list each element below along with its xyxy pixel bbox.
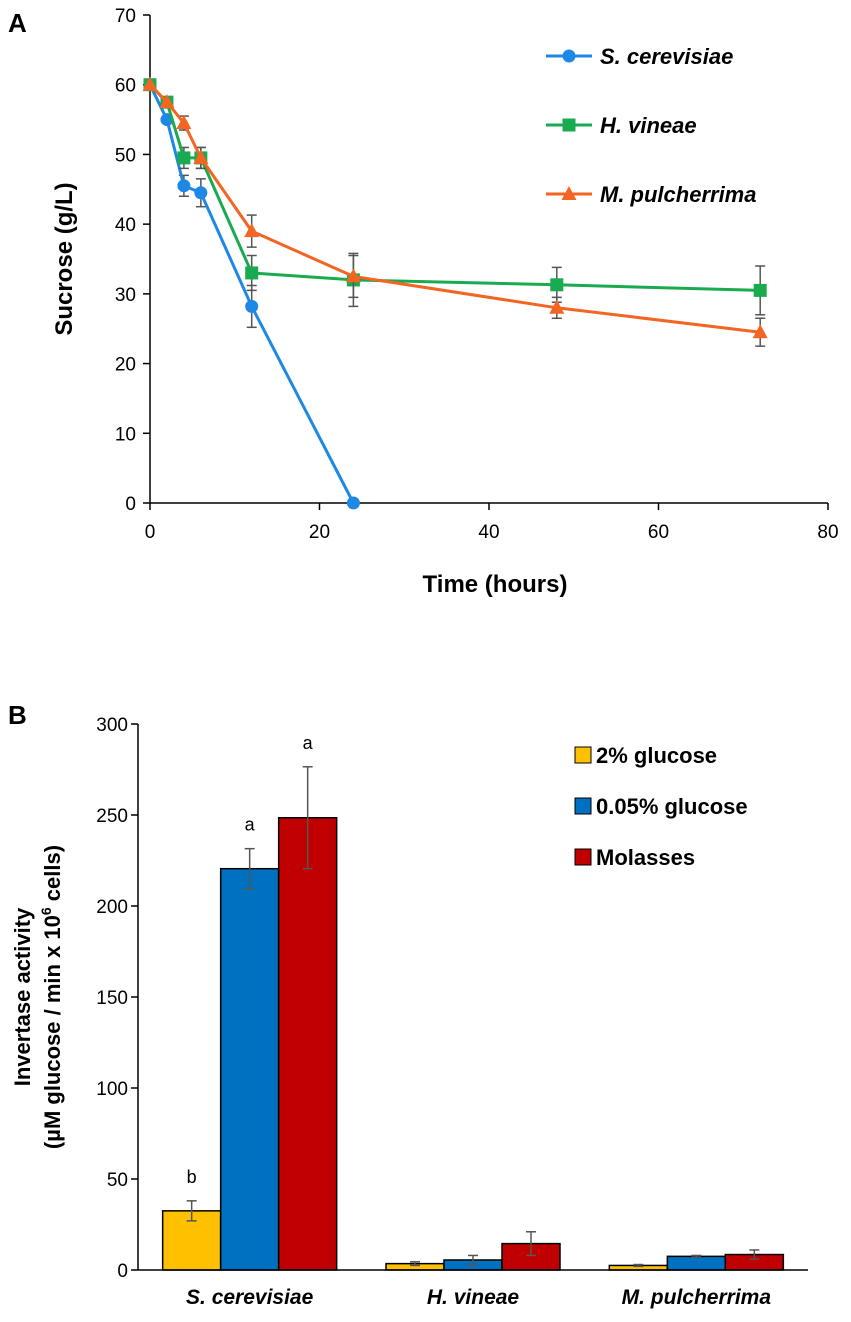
a-x-tick-label: 0 <box>145 522 156 543</box>
a-x-tick-label: 80 <box>817 522 838 543</box>
panel-b-label: B <box>8 700 27 730</box>
a-y-tick-label: 20 <box>115 355 136 376</box>
bar-group-h-vineae <box>385 1231 561 1271</box>
panel-a-legend: S. cerevisiae H. vineae M. pulcherrima <box>546 44 756 207</box>
bar-0-05-glucose <box>219 867 280 1271</box>
category-label: H. vineae <box>427 1286 520 1309</box>
panel-b-y-title-line1: Invertase activity <box>10 907 35 1086</box>
a-y-tick-label: 0 <box>125 494 136 515</box>
a-x-tick-label: 60 <box>648 522 669 543</box>
a-y-tick-label: 70 <box>115 6 136 27</box>
significance-label: a <box>303 733 314 753</box>
data-point <box>177 151 191 165</box>
panel-b-bars: b a a <box>161 733 785 1271</box>
legend-label: 0.05% glucose <box>596 794 748 819</box>
panel-a-x-ticks: 0 20 40 60 80 <box>145 503 839 543</box>
legend-marker <box>562 49 576 63</box>
data-point <box>176 115 192 130</box>
b-y-tick-label: 300 <box>96 715 128 736</box>
legend-label: M. pulcherrima <box>600 182 756 207</box>
legend-item-2-glucose: 2% glucose <box>574 743 717 768</box>
a-y-tick-label: 30 <box>115 285 136 306</box>
data-point <box>159 94 175 109</box>
bar-group-s-cerevisiae: b a a <box>161 733 338 1271</box>
legend-label: Molasses <box>596 845 695 870</box>
a-y-tick-label: 60 <box>115 76 136 97</box>
panel-b-y-title-line2: (µM glucose / min x 106 cells) <box>38 845 65 1149</box>
data-point <box>345 268 361 283</box>
data-point <box>549 299 565 314</box>
panel-a-x-title: Time (hours) <box>423 571 568 598</box>
a-y-tick-label: 40 <box>115 215 136 236</box>
panel-a: A 0 10 20 30 40 50 60 70 0 20 40 60 80 Sucrose (g/L… <box>8 6 839 598</box>
a-x-tick-label: 20 <box>309 522 330 543</box>
legend-label: 2% glucose <box>596 743 717 768</box>
panel-b-y-title-prefix: (µM glucose / min x 10 <box>40 915 65 1149</box>
data-point <box>245 299 259 313</box>
series-m-pulcherrima <box>142 76 768 347</box>
legend-item-molasses: Molasses <box>574 845 695 870</box>
data-point <box>346 496 360 510</box>
data-point <box>550 278 564 292</box>
panel-b-y-title-suffix: cells) <box>40 845 65 907</box>
legend-swatch <box>574 797 592 815</box>
bar-molasses <box>277 816 338 1271</box>
legend-label: S. cerevisiae <box>600 44 733 69</box>
legend-swatch <box>574 746 592 764</box>
a-y-tick-label: 10 <box>115 424 136 445</box>
panel-b-y-title-sup: 6 <box>38 907 54 915</box>
panel-b-y-title: Invertase activity (µM glucose / min x 1… <box>10 845 65 1149</box>
a-x-tick-label: 40 <box>478 522 499 543</box>
bar-0-05-glucose <box>666 1255 727 1271</box>
legend-marker <box>562 118 576 132</box>
b-y-tick-label: 50 <box>107 1170 128 1191</box>
series-line <box>148 83 761 292</box>
bar-group-m-pulcherrima <box>608 1249 785 1271</box>
b-y-tick-label: 200 <box>96 897 128 918</box>
data-point <box>193 149 209 164</box>
significance-label: a <box>245 815 256 835</box>
legend-item-s-cerevisiae: S. cerevisiae <box>546 44 733 69</box>
a-y-tick-label: 50 <box>115 145 136 166</box>
category-label: M. pulcherrima <box>622 1286 772 1309</box>
legend-marker <box>561 186 577 200</box>
legend-swatch <box>574 848 592 866</box>
b-y-tick-label: 0 <box>117 1261 128 1282</box>
series-s-cerevisiae <box>143 78 360 510</box>
panel-b-legend: 2% glucose 0.05% glucose Molasses <box>574 743 748 870</box>
data-point <box>752 324 768 339</box>
data-point <box>142 76 158 91</box>
significance-label: b <box>187 1167 197 1187</box>
data-point <box>244 223 260 238</box>
legend-item-m-pulcherrima: M. pulcherrima <box>546 182 756 207</box>
panel-a-series <box>142 76 768 510</box>
b-y-tick-label: 150 <box>96 988 128 1009</box>
b-y-tick-label: 250 <box>96 806 128 827</box>
panel-b-category-labels: S. cerevisiae H. vineae M. pulcherrima <box>186 1286 771 1309</box>
data-point <box>753 283 767 297</box>
data-point <box>245 266 259 280</box>
legend-item-h-vineae: H. vineae <box>546 113 697 138</box>
panel-b: B 0 50 100 150 200 250 300 b a a S. cerevisiae H.… <box>8 700 808 1309</box>
category-label: S. cerevisiae <box>186 1286 314 1309</box>
data-point <box>194 186 208 200</box>
panel-a-y-ticks: 0 10 20 30 40 50 60 70 <box>115 6 150 515</box>
panel-a-label: A <box>8 8 27 38</box>
panel-b-y-ticks: 0 50 100 150 200 250 300 <box>96 715 138 1282</box>
legend-item-0-05-glucose: 0.05% glucose <box>574 794 748 819</box>
b-y-tick-label: 100 <box>96 1079 128 1100</box>
panel-a-y-title: Sucrose (g/L) <box>51 182 78 335</box>
legend-label: H. vineae <box>600 113 697 138</box>
data-point <box>177 179 191 193</box>
